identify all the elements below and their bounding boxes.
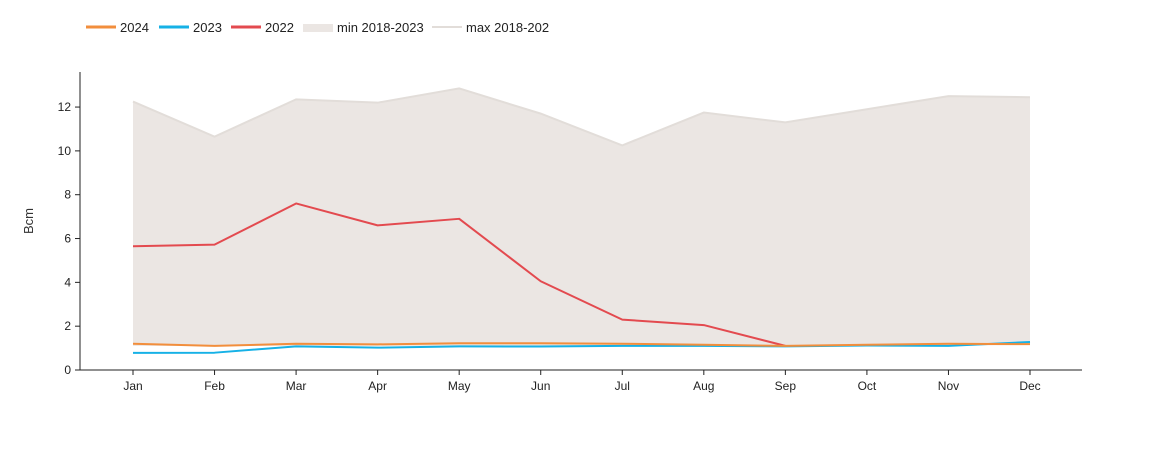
x-tick-label-dec: Dec [1019,379,1040,393]
x-tick-label-apr: Apr [368,379,387,393]
y-tick-label: 0 [64,363,71,377]
range-band [132,87,1031,346]
y-tick-label: 8 [64,188,71,202]
x-tick-label-jul: Jul [615,379,630,393]
series-line-2024 [132,342,1031,347]
series-line-2022 [132,202,786,347]
legend-swatch [303,24,333,32]
x-tick-label-oct: Oct [858,379,877,393]
legend-item-2: 2022 [231,20,294,35]
y-tick-label: 2 [64,319,71,333]
y-tick-label: 12 [58,100,72,114]
y-tick-label: 4 [64,275,71,289]
x-tick-label-mar: Mar [286,379,307,393]
legend-label: 2023 [193,20,222,35]
legend: 2024 2023 2022 min 2018-2023 max 2018-202 [86,20,549,35]
legend-item-3: min 2018-2023 [303,20,424,35]
series-lines [132,202,1031,354]
axes: 0 2 4 6 8 10 12 Jan Feb Mar Apr May Jun Jul Aug Sep Oct N… [58,72,1082,393]
y-axis-title: Bcm [21,208,36,234]
legend-label: 2024 [120,20,149,35]
legend-label: max 2018-202 [466,20,549,35]
x-tick-label-aug: Aug [693,379,714,393]
y-tick-label: 6 [64,232,71,246]
legend-label: 2022 [265,20,294,35]
legend-item-1: 2023 [159,20,222,35]
legend-item-4: max 2018-202 [432,20,549,35]
x-tick-label-may: May [448,379,471,393]
band-area [133,88,1030,346]
x-tick-label-sep: Sep [775,379,797,393]
x-tick-label-jun: Jun [531,379,550,393]
legend-item-0: 2024 [86,20,149,35]
band-max-line [132,87,1031,147]
y-tick-label: 10 [58,144,72,158]
x-tick-label-feb: Feb [204,379,225,393]
x-tick-label-jan: Jan [123,379,142,393]
legend-label: min 2018-2023 [337,20,424,35]
x-tick-label-nov: Nov [938,379,959,393]
